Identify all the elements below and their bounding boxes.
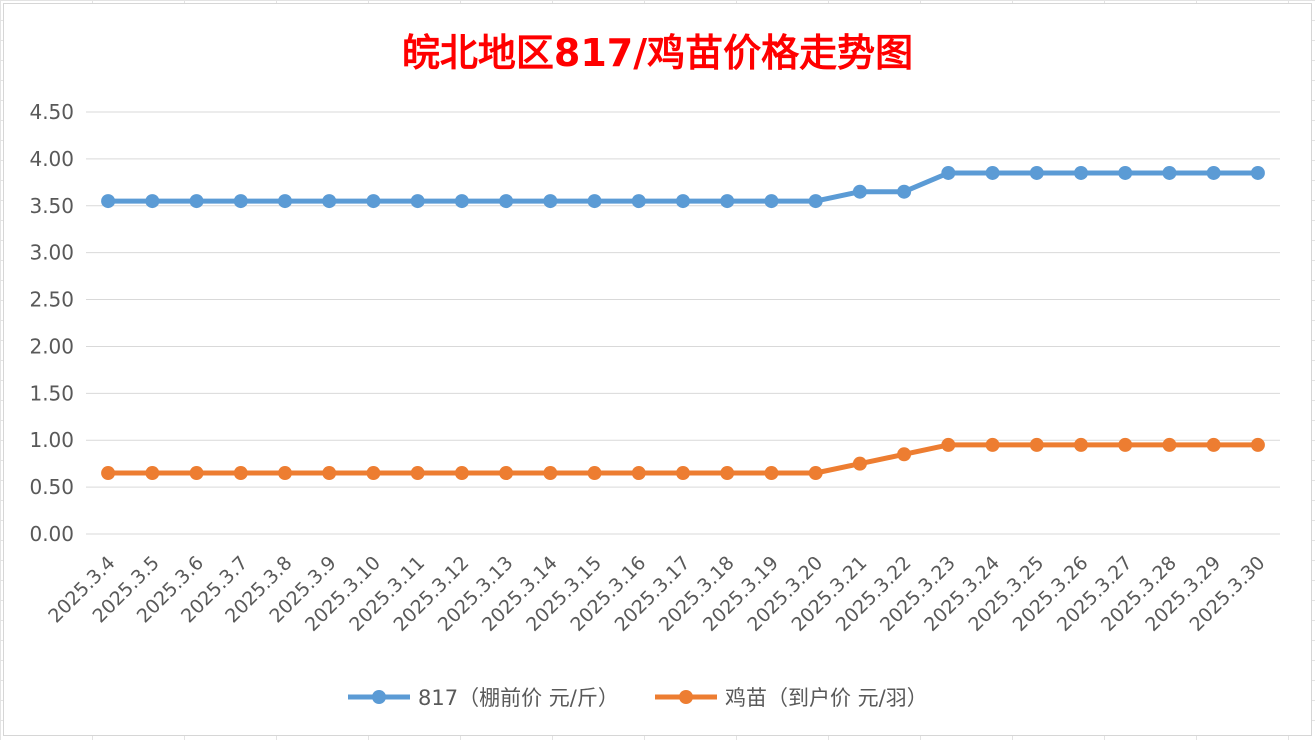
data-point [720,466,735,481]
y-tick: 3.50 [29,194,74,218]
legend-item: 鸡苗（到户价 元/羽） [655,686,928,710]
y-tick: 1.50 [29,381,74,405]
data-point [233,466,248,481]
data-point [1250,165,1265,180]
data-point [808,194,823,209]
data-point [1029,165,1044,180]
chart-area: 皖北地区817/鸡苗价格走势图 0.00 0.50 1.00 1.50 2.00 2.50… [3,3,1312,736]
data-point [366,194,381,209]
data-point [322,466,337,481]
data-point [1162,165,1177,180]
legend-marker [679,690,693,704]
y-tick-label: 1.50 [29,381,74,405]
y-tick-label: 0.00 [29,522,74,546]
data-point [941,165,956,180]
y-tick-label: 3.00 [29,241,74,265]
data-point [676,194,690,209]
data-point [941,437,956,452]
data-point [366,466,381,481]
y-tick-label: 4.00 [29,147,74,171]
y-tick-label: 2.50 [29,288,74,312]
y-tick: 1.00 [29,428,74,452]
y-tick: 2.00 [29,334,74,358]
data-point [1118,165,1133,180]
data-point [897,447,912,462]
data-point [1074,165,1088,180]
y-tick: 4.00 [29,147,74,171]
data-point [233,194,248,209]
y-tick-label: 1.00 [29,428,74,452]
data-point [101,194,116,209]
data-point [676,466,690,481]
data-point [985,165,1000,180]
y-tick-label: 0.50 [29,475,74,499]
data-point [1206,437,1221,452]
data-point [189,466,204,481]
data-point [764,466,779,481]
chart-title: 皖北地区817/鸡苗价格走势图 [401,31,914,75]
y-tick-label: 4.50 [29,100,74,124]
data-point [1206,165,1221,180]
data-point [897,184,912,199]
data-point [720,194,735,209]
legend-item: 817（棚前价 元/斤） [348,686,619,710]
data-point [454,194,469,209]
data-point [808,466,823,481]
data-point [764,194,779,209]
data-point [852,456,867,471]
y-tick: 4.50 [29,100,74,124]
data-point [1029,437,1044,452]
data-point [410,194,425,209]
line-chart: 0.00 0.50 1.00 1.50 2.00 2.50 3.00 3.50 4.00 4.50… [29,100,1280,710]
y-tick: 2.50 [29,288,74,312]
data-point [499,466,514,481]
data-point [278,194,292,209]
y-tick: 0.50 [29,475,74,499]
series-2 [101,437,1265,481]
data-point [587,194,602,209]
data-point [322,194,337,209]
data-point [543,466,558,481]
data-point [189,194,204,209]
y-tick: 3.00 [29,241,74,265]
y-tick: 0.00 [29,522,74,546]
legend-label: 鸡苗（到户价 元/羽） [725,686,928,710]
legend-label: 817（棚前价 元/斤） [418,686,619,710]
data-point [985,437,1000,452]
data-point [278,466,292,481]
legend-marker [372,690,386,704]
data-point [852,184,867,199]
data-point [101,466,116,481]
data-point [543,194,558,209]
y-tick-label: 2.00 [29,334,74,358]
legend: 817（棚前价 元/斤） 鸡苗（到户价 元/羽） [348,686,928,710]
data-point [1250,437,1265,452]
data-point [145,466,160,481]
data-point [631,466,646,481]
data-point [145,194,160,209]
data-point [1118,437,1133,452]
data-point [454,466,469,481]
data-point [499,194,514,209]
data-point [587,466,602,481]
data-point [1162,437,1177,452]
data-point [410,466,425,481]
y-tick-label: 3.50 [29,194,74,218]
series-1 [101,165,1265,209]
data-point [631,194,646,209]
data-point [1074,437,1088,452]
